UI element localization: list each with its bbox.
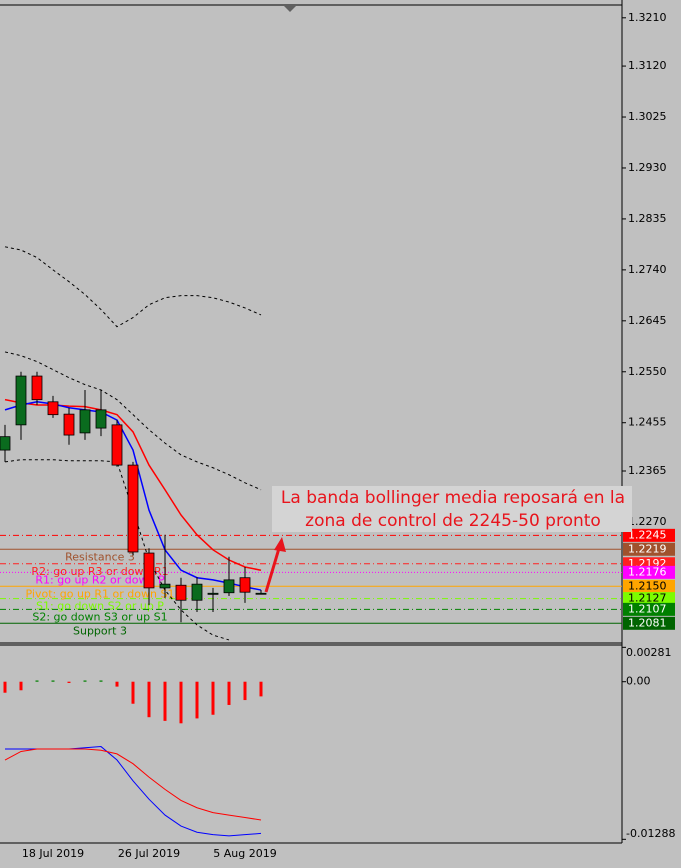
candle-body xyxy=(111,424,123,466)
level-value-label: 1.2127 xyxy=(628,592,667,605)
level-label: Support 3 xyxy=(73,624,127,637)
histogram-bar xyxy=(19,681,23,691)
y-tick-label: 0.00 xyxy=(626,675,651,688)
level-label: S2: go down S3 or up S1 xyxy=(32,610,167,623)
candle-body xyxy=(239,577,251,593)
candle-body xyxy=(79,409,91,434)
x-tick-label: 26 Jul 2019 xyxy=(118,847,180,860)
y-tick-label: 1.3210 xyxy=(628,11,667,24)
x-tick-label: 5 Aug 2019 xyxy=(213,847,276,860)
y-tick-label: -0.01288 xyxy=(626,827,675,840)
histogram-bar xyxy=(3,681,7,693)
histogram-bar xyxy=(259,681,263,697)
level-value-box xyxy=(623,542,675,556)
level-value-box xyxy=(623,602,675,616)
annotation-arrow xyxy=(264,544,282,593)
candle-body xyxy=(47,401,59,416)
annotation-text: La banda bollinger media reposará en la xyxy=(281,488,625,508)
level-label: Resistance 3 xyxy=(65,550,135,563)
histogram-bar xyxy=(163,681,167,721)
histogram-bar xyxy=(51,680,55,682)
y-tick-label: 1.2740 xyxy=(628,263,667,276)
candle-body xyxy=(127,464,139,553)
shift-marker xyxy=(284,6,296,12)
candle-body xyxy=(31,375,43,401)
y-tick-label: 1.2550 xyxy=(628,365,667,378)
histogram-bar xyxy=(131,681,135,704)
histogram-bar xyxy=(147,681,151,718)
level-value-box xyxy=(623,565,675,579)
histogram-bar xyxy=(211,681,215,715)
level-value-label: 1.2107 xyxy=(628,602,667,615)
level-value-label: 1.2245 xyxy=(628,528,667,541)
indicator-line xyxy=(4,748,262,821)
histogram-bar xyxy=(67,681,71,683)
level-value-label: 1.2150 xyxy=(628,579,667,592)
level-value-label: 1.2219 xyxy=(628,542,667,555)
candle-body xyxy=(0,436,11,451)
candle-body xyxy=(143,552,155,589)
annotation-arrowhead xyxy=(274,537,286,552)
y-tick-label: 1.2930 xyxy=(628,161,667,174)
histogram-bar xyxy=(115,681,119,687)
level-value-label: 1.2081 xyxy=(628,616,667,629)
level-value-label: 1.2176 xyxy=(628,565,667,578)
histogram-bar xyxy=(195,681,199,719)
candle-body xyxy=(191,583,203,601)
y-tick-label: 1.2645 xyxy=(628,314,667,327)
overlay-line xyxy=(4,459,230,641)
x-tick-label: 18 Jul 2019 xyxy=(22,847,84,860)
level-value-box xyxy=(623,592,675,606)
candle-body xyxy=(175,584,187,601)
y-tick-label: 0.00281 xyxy=(626,646,672,659)
histogram-bar xyxy=(227,681,231,705)
level-value-box xyxy=(623,579,675,593)
y-tick-label: 1.2270 xyxy=(628,515,667,528)
overlay-line xyxy=(4,246,262,328)
histogram-bar xyxy=(243,681,247,701)
level-value-box xyxy=(623,616,675,630)
candle-body xyxy=(255,592,267,595)
annotation-text: zona de control de 2245-50 pronto xyxy=(305,511,601,531)
y-tick-label: 1.2365 xyxy=(628,464,667,477)
histogram-bar xyxy=(35,680,39,682)
histogram-bar xyxy=(179,681,183,724)
candle-body xyxy=(207,592,219,595)
candle-body xyxy=(63,413,75,436)
overlay-line xyxy=(4,351,262,491)
y-tick-label: 1.3025 xyxy=(628,110,667,123)
y-tick-label: 1.2835 xyxy=(628,212,667,225)
candle-body xyxy=(223,579,235,594)
candle-body xyxy=(159,583,171,589)
level-value-box xyxy=(623,528,675,542)
annotation-box xyxy=(272,486,632,532)
candle-body xyxy=(15,375,27,426)
level-label: R1: go up R2 or down P xyxy=(35,573,165,586)
histogram-bar xyxy=(99,680,103,682)
level-label: R2: go up R3 or down R1 xyxy=(31,565,168,578)
level-label: Pivot: go up R1 or down S1 xyxy=(26,587,175,600)
y-tick-label: 1.3120 xyxy=(628,59,667,72)
y-tick-label: 1.2455 xyxy=(628,416,667,429)
candle-body xyxy=(95,409,107,429)
histogram-bar xyxy=(83,680,87,682)
